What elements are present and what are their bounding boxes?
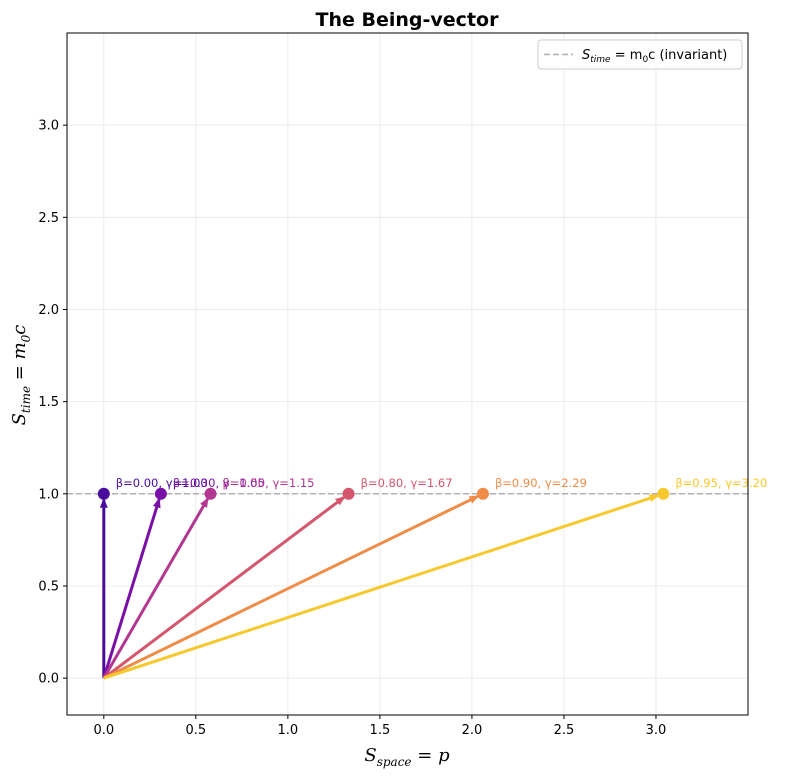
vector-endpoint <box>154 487 167 500</box>
y-tick-label: 1.5 <box>38 395 59 410</box>
legend: Stime = m0c (invariant) <box>537 39 743 70</box>
x-tick-label: 2.5 <box>554 723 575 738</box>
y-tick-label: 0.0 <box>38 672 59 687</box>
vector-annotation: β=0.30, γ=1.05 <box>173 476 265 490</box>
plot-frame <box>66 32 749 716</box>
y-axis-ticks: 0.0 0.5 1.0 1.5 2.0 2.5 3.0 <box>38 119 67 687</box>
y-tick-label: 2.0 <box>38 303 59 318</box>
vector-annotation: β=0.50, γ=1.15 <box>223 476 315 490</box>
legend-main: S <box>582 48 590 63</box>
vector-endpoint <box>476 487 489 500</box>
legend-entry: Stime = m0c (invariant) <box>582 48 727 65</box>
being-vector-arrow <box>103 495 480 680</box>
vectors-group <box>97 487 670 680</box>
y-axis-label-main: S <box>9 413 30 425</box>
y-axis-label-sub2: 0 <box>19 334 33 342</box>
y-axis-label-rest: = m <box>9 342 30 386</box>
vector-annotation: β=0.95, γ=3.20 <box>675 476 767 490</box>
x-tick-label: 0.0 <box>93 723 114 738</box>
vector-endpoint <box>97 487 110 500</box>
x-tick-label: 3.0 <box>646 723 667 738</box>
vector-annotation: β=0.80, γ=1.67 <box>361 476 453 490</box>
grid-lines <box>67 33 748 715</box>
x-tick-label: 0.5 <box>185 723 206 738</box>
x-tick-label: 1.0 <box>278 723 299 738</box>
x-tick-label: 2.0 <box>462 723 483 738</box>
y-tick-label: 1.0 <box>38 487 59 502</box>
y-tick-label: 3.0 <box>38 119 59 134</box>
being-vector-arrow <box>102 497 161 679</box>
legend-box <box>537 39 743 70</box>
annotations-group: β=0.00, γ=1.00β=0.30, γ=1.05β=0.50, γ=1.… <box>116 476 767 490</box>
being-vector-arrow <box>102 496 346 680</box>
legend-mid: = m <box>611 48 643 63</box>
y-tick-label: 0.5 <box>38 579 59 594</box>
being-vector-arrow <box>102 497 209 679</box>
vector-annotation: β=0.90, γ=2.29 <box>495 476 587 490</box>
legend-sub2: 0 <box>642 55 648 65</box>
being-vector-arrow <box>103 494 660 680</box>
vector-annotation: β=0.00, γ=1.00 <box>116 476 208 490</box>
x-tick-label: 1.5 <box>370 723 391 738</box>
y-axis-label-rest2: c <box>9 325 30 335</box>
y-tick-label: 2.5 <box>38 211 59 226</box>
x-axis-label-rest: = p <box>412 745 451 766</box>
vector-endpoint <box>204 487 217 500</box>
x-axis-ticks: 0.0 0.5 1.0 1.5 2.0 2.5 3.0 <box>93 715 666 738</box>
chart-title: The Being-vector <box>316 9 500 31</box>
vector-endpoint <box>657 487 670 500</box>
y-axis-label-sub: time <box>19 386 33 413</box>
legend-sub: time <box>590 55 611 65</box>
x-axis-label-main: S <box>364 745 376 766</box>
legend-rest: c (invariant) <box>648 48 727 63</box>
x-axis-label-sub: space <box>377 755 412 769</box>
x-axis-label: Sspace = p <box>364 745 450 769</box>
y-axis-label: Stime = m0c <box>9 325 33 426</box>
vector-endpoint <box>342 487 355 500</box>
